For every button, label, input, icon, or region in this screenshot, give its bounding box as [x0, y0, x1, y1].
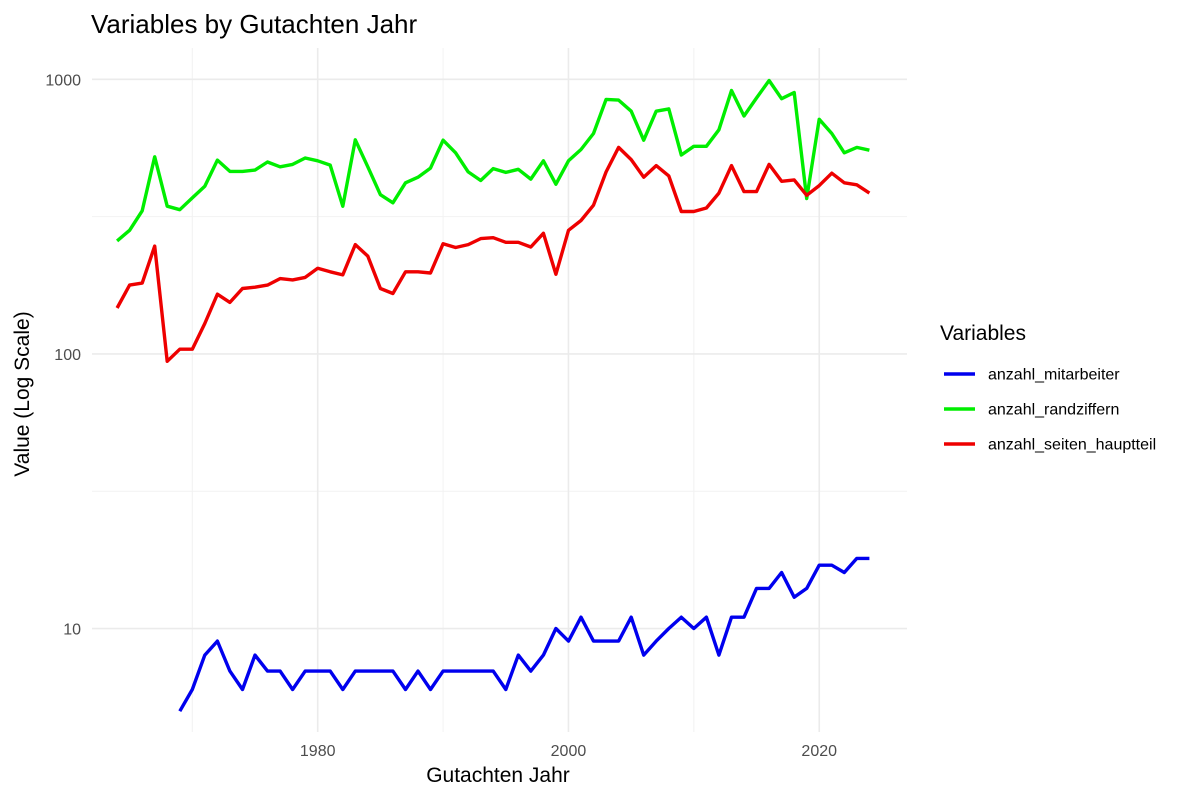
legend-label-anzahl_randziffern: anzahl_randziffern — [988, 402, 1119, 419]
y-tick-label: 1000 — [45, 72, 81, 89]
legend-label-anzahl_seiten_hauptteil: anzahl_seiten_hauptteil — [988, 437, 1156, 454]
legend: Variables anzahl_mitarbeiter anzahl_randz… — [940, 322, 1156, 454]
x-tick-label: 2000 — [551, 743, 587, 760]
x-tick-label: 1980 — [300, 743, 336, 760]
legend-label-anzahl_mitarbeiter: anzahl_mitarbeiter — [988, 367, 1120, 384]
plot-grid — [92, 48, 907, 732]
x-axis-title: Gutachten Jahr — [426, 764, 570, 787]
series-line-anzahl_randziffern — [116, 78, 870, 243]
legend-title: Variables — [940, 322, 1026, 345]
chart-title: Variables by Gutachten Jahr — [91, 9, 417, 39]
y-tick-label: 10 — [63, 622, 81, 639]
x-tick-label: 2020 — [801, 743, 837, 760]
x-axis-ticks: 1980 2000 2020 — [300, 743, 837, 760]
y-axis-ticks: 10 100 1000 — [45, 72, 81, 638]
series-line-anzahl_mitarbeiter — [178, 556, 870, 713]
y-tick-label: 100 — [54, 347, 81, 364]
y-axis-title: Value (Log Scale) — [11, 311, 34, 476]
series-line-anzahl_seiten_hauptteil — [115, 145, 871, 363]
plot-series — [115, 78, 871, 713]
